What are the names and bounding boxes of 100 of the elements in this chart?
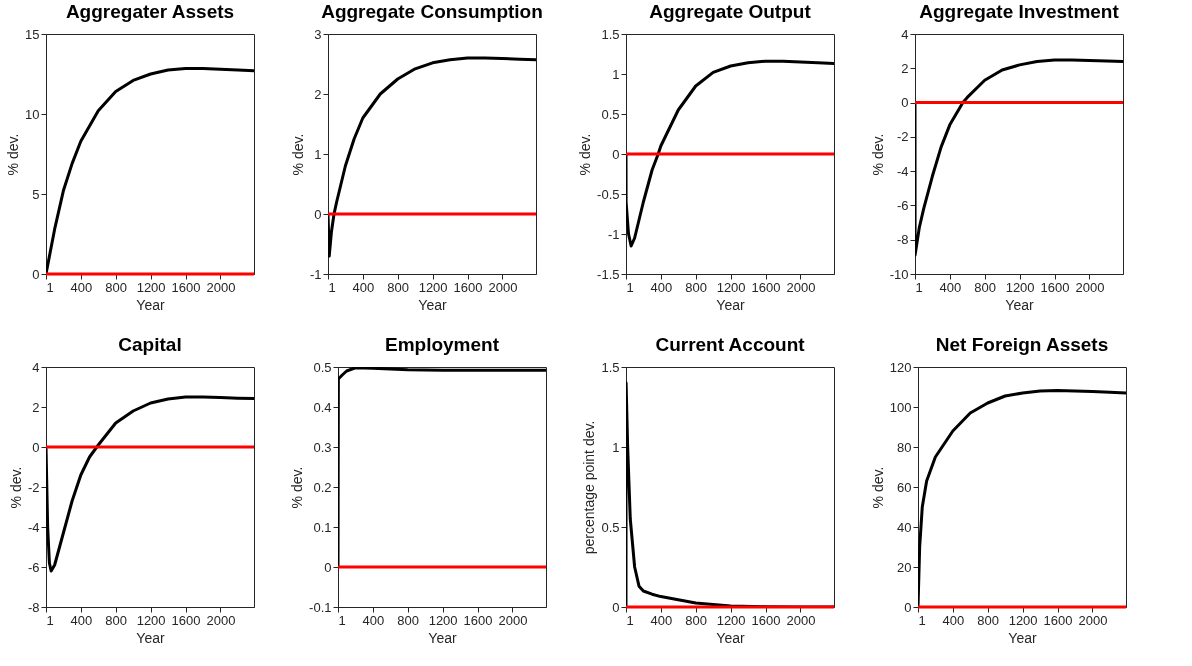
x-tick-label: 1600	[463, 612, 493, 628]
x-tick-label: 1	[915, 279, 923, 295]
y-axis-title: percentage point dev.	[581, 420, 598, 555]
y-tick-label: 0	[32, 439, 40, 455]
x-tick-label: 800	[977, 612, 1000, 628]
y-tick-label: 5	[32, 186, 40, 202]
x-tick-label: 1200	[1005, 279, 1035, 295]
y-tick-label: 2	[314, 86, 322, 102]
y-tick-label: -0.1	[309, 599, 332, 615]
x-tick-label: 1600	[453, 279, 483, 295]
x-axis-title: Year	[428, 629, 457, 646]
x-tick-label: 2000	[498, 612, 528, 628]
y-tick-label: 100	[889, 399, 912, 415]
line-series	[918, 389, 1126, 607]
x-axis-title: Year	[418, 296, 447, 313]
y-tick-label: 0	[904, 599, 912, 615]
y-axis-title: % dev.	[577, 133, 594, 176]
x-tick-label: 400	[70, 279, 93, 295]
y-tick-label: 1.5	[601, 359, 620, 375]
x-tick-label: 400	[352, 279, 375, 295]
y-tick-label: 0	[32, 266, 40, 282]
y-axis-title: % dev.	[869, 466, 886, 509]
x-tick-label: 1200	[428, 612, 458, 628]
x-tick-label: 2000	[786, 279, 816, 295]
x-tick-label: 1	[918, 612, 926, 628]
x-tick-label: 2000	[488, 279, 518, 295]
y-tick-label: 0.1	[313, 519, 332, 535]
x-tick-label: 1200	[136, 612, 166, 628]
chart-title: Aggregater Assets	[65, 1, 235, 22]
x-tick-label: 2000	[786, 612, 816, 628]
y-tick-label: -0.5	[597, 186, 620, 202]
y-tick-label: -8	[896, 232, 909, 248]
y-tick-label: -2	[896, 129, 909, 145]
y-tick-label: 0.2	[313, 479, 332, 495]
y-tick-label: -2	[27, 479, 40, 495]
y-axis-title: % dev.	[869, 133, 886, 176]
y-tick-label: 15	[25, 26, 40, 42]
chart-title: Aggregate Output	[649, 1, 812, 22]
y-tick-label: 1.5	[601, 26, 620, 42]
x-tick-label: 1	[46, 279, 54, 295]
y-tick-label: 0	[612, 146, 620, 162]
y-axis-title: % dev.	[7, 466, 24, 509]
x-axis-title: Year	[1008, 629, 1037, 646]
y-tick-label: -10	[889, 266, 909, 282]
y-tick-label: 4	[32, 359, 40, 375]
y-tick-label: 0.4	[313, 399, 332, 415]
x-axis-title: Year	[1005, 296, 1034, 313]
y-tick-label: -1.5	[597, 266, 620, 282]
y-tick-label: 0	[324, 559, 332, 575]
y-tick-label: -8	[27, 599, 40, 615]
y-tick-label: -6	[896, 197, 909, 213]
x-tick-label: 2000	[206, 612, 236, 628]
x-tick-label: 1	[46, 612, 54, 628]
chart-title: Capital	[118, 334, 182, 355]
y-tick-label: 0.5	[601, 519, 620, 535]
x-tick-label: 800	[397, 612, 420, 628]
x-tick-label: 1	[626, 612, 634, 628]
x-tick-label: 1200	[1008, 612, 1038, 628]
line-series	[915, 58, 1123, 257]
y-tick-label: 3	[314, 26, 322, 42]
x-tick-label: 1600	[171, 612, 201, 628]
x-tick-label: 2000	[1078, 612, 1108, 628]
y-tick-label: -1	[607, 226, 620, 242]
x-tick-label: 800	[105, 612, 128, 628]
x-tick-label: 800	[387, 279, 410, 295]
x-tick-label: 1600	[751, 279, 781, 295]
x-tick-label: 1	[338, 612, 346, 628]
x-tick-label: 800	[685, 612, 708, 628]
chart-title: Aggregate Investment	[919, 1, 1120, 22]
x-tick-label: 2000	[206, 279, 236, 295]
y-tick-label: 4	[901, 26, 909, 42]
line-series	[626, 59, 834, 248]
x-tick-label: 400	[650, 279, 673, 295]
y-tick-label: 0	[612, 599, 620, 615]
x-tick-label: 400	[362, 612, 385, 628]
x-tick-label: 400	[939, 279, 962, 295]
y-axis-title: % dev.	[5, 133, 22, 176]
x-axis-title: Year	[136, 629, 165, 646]
y-tick-label: 40	[897, 519, 912, 535]
line-series	[328, 56, 536, 258]
x-tick-label: 800	[105, 279, 128, 295]
y-tick-label: 1	[612, 66, 620, 82]
y-tick-label: -1	[309, 266, 322, 282]
x-axis-title: Year	[136, 296, 165, 313]
x-tick-label: 400	[650, 612, 673, 628]
x-tick-label: 400	[942, 612, 965, 628]
chart-title: Net Foreign Assets	[935, 334, 1109, 355]
x-tick-label: 1600	[1043, 612, 1073, 628]
y-tick-label: 80	[897, 439, 912, 455]
x-tick-label: 800	[974, 279, 997, 295]
x-axis-title: Year	[716, 629, 745, 646]
y-tick-label: 1	[314, 146, 322, 162]
x-tick-label: 1600	[751, 612, 781, 628]
y-axis-title: % dev.	[289, 133, 306, 176]
chart-title: Current Account	[655, 334, 806, 355]
line-series	[338, 367, 546, 569]
line-series	[46, 66, 254, 274]
y-axis-title: % dev.	[289, 466, 306, 509]
x-tick-label: 1200	[418, 279, 448, 295]
x-tick-label: 1600	[171, 279, 201, 295]
